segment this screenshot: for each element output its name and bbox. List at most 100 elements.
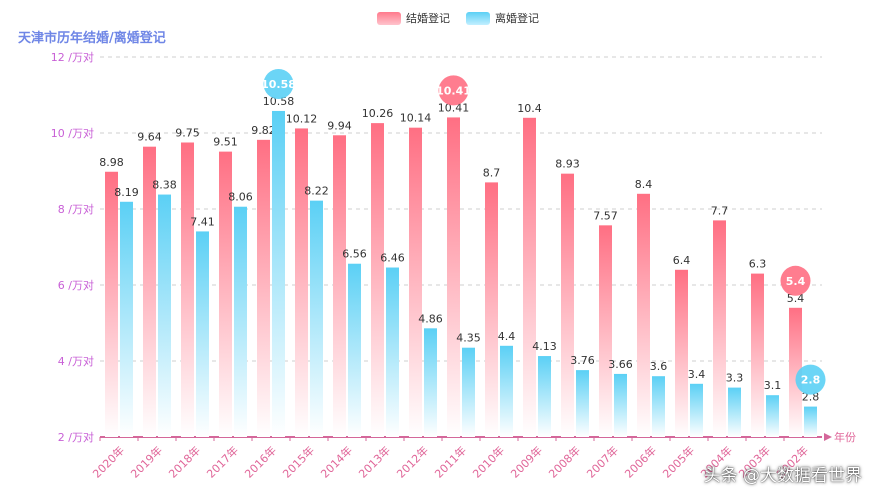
marker-label: 10.58: [261, 78, 296, 91]
max-min-marker-bubble: [438, 75, 469, 106]
data-label: 8.4: [635, 178, 653, 191]
y-tick-label: 6 /万对: [58, 278, 94, 292]
legend-swatch-marriage: [377, 11, 401, 25]
x-tick-label: 2017年: [204, 443, 241, 480]
data-label: 8.06: [228, 191, 253, 204]
x-tick-label: 2012年: [394, 443, 431, 480]
data-label: 7.57: [593, 209, 618, 222]
max-min-marker-bubble: [795, 364, 826, 395]
chart-title: 天津市历年结婚/离婚登记: [18, 31, 166, 46]
y-tick-label: 4 /万对: [58, 354, 94, 368]
bar-divorce: [234, 206, 247, 437]
bar-marriage: [105, 171, 118, 437]
bar-divorce: [424, 328, 437, 437]
data-label: 3.76: [570, 354, 595, 367]
x-tick-label: 2006年: [622, 443, 659, 480]
bar-divorce: [158, 194, 171, 437]
y-tick-label: 2 /万对: [58, 430, 94, 444]
data-label: 4.35: [456, 332, 481, 345]
data-label: 10.41: [438, 101, 470, 114]
y-tick-label: 10 /万对: [51, 126, 94, 140]
bar-marriage: [257, 139, 270, 437]
bar-divorce: [614, 373, 627, 437]
data-label: 10.14: [400, 112, 432, 125]
bar-divorce: [386, 267, 399, 437]
data-label: 8.38: [152, 179, 177, 192]
data-label: 3.1: [764, 379, 782, 392]
data-label: 4.86: [418, 312, 443, 325]
data-label: 3.66: [608, 358, 633, 371]
bar-divorce: [500, 345, 513, 437]
bar-marriage: [295, 128, 308, 437]
bar-marriage: [219, 151, 232, 437]
data-label: 10.12: [286, 112, 318, 125]
data-label: 8.19: [114, 186, 139, 199]
max-min-marker-bubble: [263, 68, 294, 99]
bar-divorce: [538, 356, 551, 437]
bar-divorce: [120, 201, 133, 437]
bar-marriage: [447, 117, 460, 438]
data-label: 6.3: [749, 258, 767, 271]
data-label: 3.4: [688, 368, 706, 381]
max-min-marker-bubble: [780, 265, 811, 296]
x-tick-label: 2008年: [546, 443, 583, 480]
data-label: 4.4: [498, 330, 516, 343]
x-tick-label: 2014年: [318, 443, 355, 480]
y-tick-label: 12 /万对: [51, 50, 94, 64]
legend-item-marriage[interactable]: 结婚登记: [377, 10, 450, 26]
bar-divorce: [804, 406, 817, 437]
x-tick-label: 2018年: [166, 443, 203, 480]
bar-marriage: [143, 146, 156, 437]
y-tick-label: 8 /万对: [58, 202, 94, 216]
data-label: 6.46: [380, 252, 405, 265]
marker-label: 2.8: [801, 374, 821, 387]
x-tick-label: 2020年: [90, 443, 127, 480]
legend-item-divorce[interactable]: 离婚登记: [466, 10, 539, 26]
bar-divorce: [690, 383, 703, 437]
x-tick-label: 2007年: [584, 443, 621, 480]
bar-divorce: [462, 347, 475, 437]
x-tick-label: 2010年: [470, 443, 507, 480]
bar-marriage: [713, 220, 726, 437]
data-label: 4.13: [532, 340, 557, 353]
bar-divorce: [576, 370, 589, 437]
data-label: 10.26: [362, 107, 394, 120]
data-label: 6.56: [342, 248, 367, 261]
data-label: 9.82: [251, 124, 276, 137]
bar-marriage: [675, 269, 688, 437]
bar-marriage: [751, 273, 764, 437]
legend: 结婚登记 离婚登记: [377, 10, 539, 26]
bar-marriage: [789, 307, 802, 437]
data-label: 7.41: [190, 215, 215, 228]
x-tick-label: 2011年: [432, 443, 469, 480]
data-label: 10.4: [517, 102, 542, 115]
bar-divorce: [766, 395, 779, 437]
bar-marriage: [523, 117, 536, 438]
bar-marriage: [371, 123, 384, 438]
bar-marriage: [561, 173, 574, 437]
bar-divorce: [728, 387, 741, 437]
bar-marriage: [637, 193, 650, 437]
bar-divorce: [348, 263, 361, 437]
bar-marriage: [181, 142, 194, 437]
data-label: 9.94: [327, 119, 352, 132]
bar-marriage: [409, 127, 422, 438]
marker-label: 5.4: [786, 275, 806, 288]
data-label: 10.58: [263, 95, 295, 108]
x-tick-label: 2013年: [356, 443, 393, 480]
x-tick-label: 2009年: [508, 443, 545, 480]
data-label: 6.4: [673, 254, 691, 267]
data-label: 8.98: [99, 156, 124, 169]
x-tick-label: 2015年: [280, 443, 317, 480]
bar-divorce: [652, 376, 665, 437]
bar-divorce: [196, 231, 209, 437]
x-axis-title: 年份: [834, 430, 856, 444]
bar-divorce: [310, 200, 323, 437]
bar-marriage: [599, 225, 612, 437]
data-label: 7.7: [711, 204, 729, 217]
bar-divorce: [272, 110, 285, 438]
bar-marriage: [333, 135, 346, 437]
x-tick-label: 2019年: [128, 443, 165, 480]
